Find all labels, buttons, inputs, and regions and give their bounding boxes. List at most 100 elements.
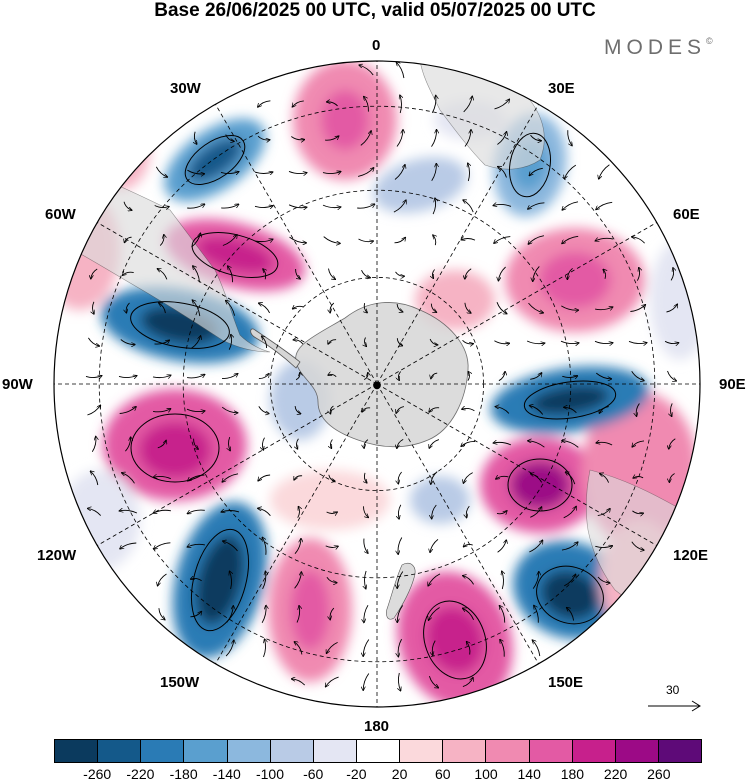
wind-vector xyxy=(364,604,369,623)
wind-vector xyxy=(561,542,578,551)
wind-vector xyxy=(363,639,370,657)
wind-vector xyxy=(462,339,474,344)
wind-vector xyxy=(120,542,137,549)
wind-vector xyxy=(397,571,404,589)
wind-vector xyxy=(494,236,511,244)
wind-vector xyxy=(462,576,474,585)
wind-vector xyxy=(433,235,436,246)
wind-vector xyxy=(359,65,374,76)
wind-vector xyxy=(229,571,231,590)
wind-vector xyxy=(631,371,645,380)
wind-vector xyxy=(225,300,236,316)
lon-label-30w: 30W xyxy=(170,80,201,97)
wind-vector xyxy=(362,407,371,412)
colorbar-swatch xyxy=(400,740,444,762)
lon-label-30e: 30E xyxy=(548,80,575,97)
wind-vector xyxy=(258,474,271,481)
wind-vector xyxy=(122,473,135,484)
wind-vector xyxy=(394,237,406,244)
wind-vector xyxy=(528,235,544,245)
wind-vector xyxy=(187,544,205,547)
wind-vector xyxy=(669,473,675,483)
contour-line xyxy=(184,135,246,185)
wind-vector xyxy=(530,474,543,483)
wind-vector xyxy=(596,372,611,379)
wind-vector xyxy=(397,605,404,622)
wind-vector xyxy=(297,506,300,518)
contour-line xyxy=(130,413,220,483)
wind-vector xyxy=(564,574,575,587)
wind-vector xyxy=(596,442,613,446)
wind-vector xyxy=(258,508,271,516)
wind-vector xyxy=(462,677,473,688)
wind-vector xyxy=(262,571,266,590)
contour-line xyxy=(509,132,551,198)
wind-vector xyxy=(563,506,577,519)
wind-vector xyxy=(396,130,403,147)
wind-vector xyxy=(220,172,239,174)
wind-vector xyxy=(398,672,400,691)
wind-vector xyxy=(187,169,204,174)
wind-vector xyxy=(221,204,239,209)
colorbar-swatch xyxy=(356,740,401,762)
wind-vector xyxy=(126,302,130,313)
contour-line xyxy=(130,301,230,349)
wind-vector xyxy=(495,407,510,414)
wind-vector xyxy=(193,438,199,450)
south-america xyxy=(54,159,271,353)
wind-vector xyxy=(464,302,471,313)
wind-vector xyxy=(221,406,238,413)
wind-vector xyxy=(158,608,165,620)
colorbar-tick: 140 xyxy=(517,766,541,782)
wind-vector xyxy=(296,438,299,449)
wind-vector xyxy=(187,374,205,379)
reference-vector: 30 xyxy=(640,680,720,716)
lon-label-120e: 120E xyxy=(673,547,709,564)
wind-vector xyxy=(599,164,610,179)
wind-vector xyxy=(193,266,200,283)
colorbar-swatch xyxy=(443,740,487,762)
wind-vector xyxy=(360,131,371,146)
wind-vector xyxy=(328,474,335,481)
wind-vector xyxy=(87,508,102,516)
wind-vector xyxy=(498,167,507,178)
wind-vector xyxy=(328,339,337,345)
wind-vector xyxy=(498,371,505,382)
wind-vector xyxy=(431,372,438,379)
contour-line xyxy=(191,232,279,278)
contour-line xyxy=(507,458,573,512)
wind-vector xyxy=(532,640,541,657)
anomaly-blob xyxy=(426,606,484,674)
contour-line xyxy=(191,528,249,632)
reference-vector-value: 30 xyxy=(666,683,680,697)
wind-vector xyxy=(190,578,202,582)
wind-vector xyxy=(432,198,436,215)
wind-vector xyxy=(631,541,644,550)
wind-vectors xyxy=(85,62,679,691)
colorbar-swatch xyxy=(313,740,357,762)
lon-label-180: 180 xyxy=(364,718,390,735)
wind-vector xyxy=(529,540,542,553)
wind-vector xyxy=(123,201,132,211)
wind-vector xyxy=(670,268,674,281)
wind-vector xyxy=(325,676,339,687)
wind-vector xyxy=(295,268,301,279)
wind-vector xyxy=(225,640,234,657)
colorbar-tick: 260 xyxy=(647,766,671,782)
wind-vector xyxy=(398,638,402,657)
wind-vector xyxy=(562,201,579,210)
wind-vector xyxy=(562,441,579,448)
anomaly-blob xyxy=(139,422,211,478)
wind-vector xyxy=(670,403,672,416)
wind-vector xyxy=(431,95,436,114)
wind-vector xyxy=(463,472,473,484)
wind-vector xyxy=(222,235,237,246)
lon-label-0: 0 xyxy=(372,37,381,54)
wind-vector xyxy=(88,337,99,346)
wind-vector xyxy=(155,166,167,177)
wind-vector xyxy=(567,130,572,146)
wind-vector xyxy=(159,234,164,246)
wind-vector xyxy=(325,136,339,141)
wind-vector xyxy=(364,472,367,483)
wind-vector xyxy=(122,272,134,275)
